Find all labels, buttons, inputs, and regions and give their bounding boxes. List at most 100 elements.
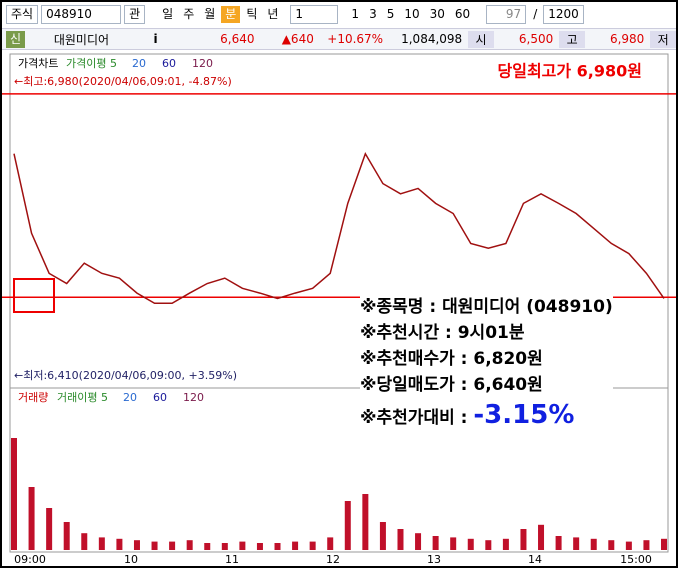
volume-bar [98,537,105,550]
period-button[interactable]: 년 [267,7,279,21]
volume-bar [186,540,193,550]
high-note: ←최고:6,980(2020/04/06,09:01, -4.87%) [14,75,232,88]
volume-bar [397,529,404,550]
volume-bar [379,522,386,550]
rate: +10.67% [327,32,384,46]
volume-bar [625,541,632,550]
legend-item: 120 [183,391,204,404]
link-button[interactable]: 관 [124,5,146,24]
diff-label: ※추천가대비 : [360,408,468,428]
volume-bar [485,540,492,550]
open-label: 시 [468,30,494,48]
x-tick-label: 13 [427,553,441,564]
volume-bar [573,537,580,550]
x-tick-label: 10 [124,553,138,564]
frame [9,53,669,553]
period-button[interactable]: 틱 [246,7,258,21]
market-select[interactable]: 주식 [6,5,39,24]
interval-button[interactable]: 10 [404,7,420,21]
interval-button[interactable]: 60 [454,7,471,21]
volume-bar [239,541,246,550]
volume-bar [415,533,422,550]
total[interactable]: 1200 [543,5,584,24]
separator: / [533,7,538,21]
volume-bar [221,543,228,550]
volume-bar [590,538,597,550]
interval-select[interactable]: 1 [290,5,339,24]
volume-bar [274,543,281,550]
x-tick-label: 11 [225,553,239,564]
quote-bar: 신 대원미디어 i 6,640 ▲640 +10.67% 1,084,098 시… [2,28,677,50]
volume-bar [608,540,615,550]
x-tick-label: 12 [326,553,340,564]
legend-item: 가격차트 [18,57,58,70]
period-button[interactable]: 일 [162,7,174,21]
volume-bar [467,538,474,550]
info-line: ※추천시간 : 9시01분 [360,323,525,343]
volume-bar [432,536,439,550]
info-line: ※추천매수가 : 6,820원 [360,349,543,369]
interval-button[interactable]: 3 [369,7,377,21]
low-label: 저 [650,30,677,48]
open: 6,500 [518,32,554,46]
volume-bar [344,501,351,550]
info-button[interactable]: i [153,32,158,46]
volume-bar [661,538,667,550]
price-line [13,151,665,305]
volume-bar [169,541,176,550]
intervals: 1 3 5 10 30 60 [347,6,476,23]
legend-item: 60 [153,391,167,404]
volume-bar [204,543,211,550]
volume-bar [292,541,299,550]
interval-button[interactable]: 30 [429,7,445,21]
count[interactable]: 97 [486,5,527,24]
high-label: 고 [559,30,585,48]
legend-item: 거래량 [18,391,48,404]
volume-bar [362,494,369,550]
volume-bar [309,541,316,550]
high: 6,980 [609,32,645,46]
x-tick-label: 15:00 [620,553,652,564]
volume-bar [520,529,527,550]
interval-button[interactable]: 1 [351,7,360,21]
volume-bar [256,543,263,550]
badge: 신 [6,30,26,48]
volume-bar [28,487,35,550]
x-tick-label: 09:00 [14,553,46,564]
legend-item: 20 [123,391,137,404]
legend-item: 120 [192,57,213,70]
period-button[interactable]: 분 [221,6,241,23]
legend-item: 거래이평 5 [57,391,108,404]
period-button[interactable]: 주 [183,7,195,21]
code-input[interactable]: 048910 [41,5,122,24]
volume-bar [555,536,562,550]
legend-item: 60 [162,57,176,70]
info-line: ※종목명 : 대원미디어 (048910) [360,297,613,317]
volume-bar [538,524,545,550]
volume: 1,084,098 [401,32,463,46]
change: ▲640 [281,32,314,46]
interval-button[interactable]: 5 [386,7,395,21]
headline: 당일최고가 6,980원 [498,62,643,81]
stock-name: 대원미디어 [53,32,110,47]
x-tick-label: 14 [528,553,542,564]
volume-bar [327,537,334,550]
volume-bar [502,538,509,550]
volume-bar [46,508,53,550]
volume-bar [450,537,457,550]
info-box: ※종목명 : 대원미디어 (048910) ※추천시간 : 9시01분 ※추천매수가… [360,294,613,431]
period-button[interactable]: 월 [204,7,216,21]
volume-bar [11,438,17,550]
legend-item: 20 [132,57,146,70]
info-line: ※당일매도가 : 6,640원 [360,375,543,395]
price: 6,640 [220,32,255,46]
highlight-box [13,278,55,313]
volume-bar [63,522,70,550]
diff-value: -3.15% [473,400,575,430]
volume-bar [151,541,158,550]
low-note: ←최저:6,410(2020/04/06,09:00, +3.59%) [14,369,237,382]
volume-bar [116,538,123,550]
chart: 당일최고가 6,980원 ←최고:6,980(2020/04/06,09:01,… [2,53,676,564]
